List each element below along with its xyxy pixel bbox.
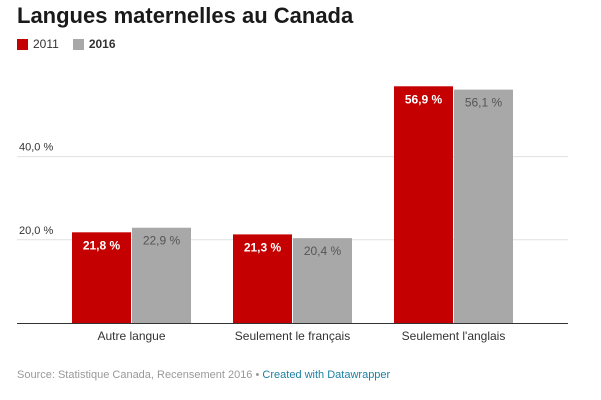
y-tick-label-40: 40,0 % <box>19 142 53 154</box>
legend-item-2011: 2011 <box>17 37 59 51</box>
chart-footer: Source: Statistique Canada, Recensement … <box>17 369 390 381</box>
category-label-2: Seulement l'anglais <box>402 329 506 343</box>
chart-legend: 2011 2016 <box>17 37 130 51</box>
data-label-2016-0: 22,9 % <box>143 234 181 248</box>
legend-label-2016: 2016 <box>88 37 116 51</box>
chart-title: Langues maternelles au Canada <box>17 3 354 28</box>
category-label-0: Autre langue <box>97 329 165 343</box>
data-label-2011-0: 21,8 % <box>83 238 121 252</box>
bar-2016-0 <box>132 227 191 323</box>
legend-swatch-2011 <box>17 38 28 50</box>
bar-2011-0 <box>72 232 131 323</box>
bar-2016-1 <box>293 238 352 323</box>
datawrapper-credit-link[interactable]: Created with Datawrapper <box>262 369 391 381</box>
data-label-2011-1: 21,3 % <box>244 240 282 254</box>
bar-2011-2 <box>394 86 453 324</box>
data-label-2016-1: 20,4 % <box>304 244 342 258</box>
data-label-2011-2: 56,9 % <box>405 92 443 106</box>
footer-separator: • <box>255 369 260 381</box>
category-label-1: Seulement le français <box>235 329 350 343</box>
legend-swatch-2016 <box>72 38 84 50</box>
data-label-2016-2: 56,1 % <box>465 96 503 110</box>
y-tick-label-20: 20,0 % <box>19 225 53 237</box>
legend-item-2016: 2016 <box>72 37 116 51</box>
source-note: Source: Statistique Canada, Recensement … <box>17 369 253 381</box>
bar-2016-2 <box>454 89 513 324</box>
legend-label-2011: 2011 <box>33 37 59 51</box>
bar-2011-1 <box>233 234 292 323</box>
